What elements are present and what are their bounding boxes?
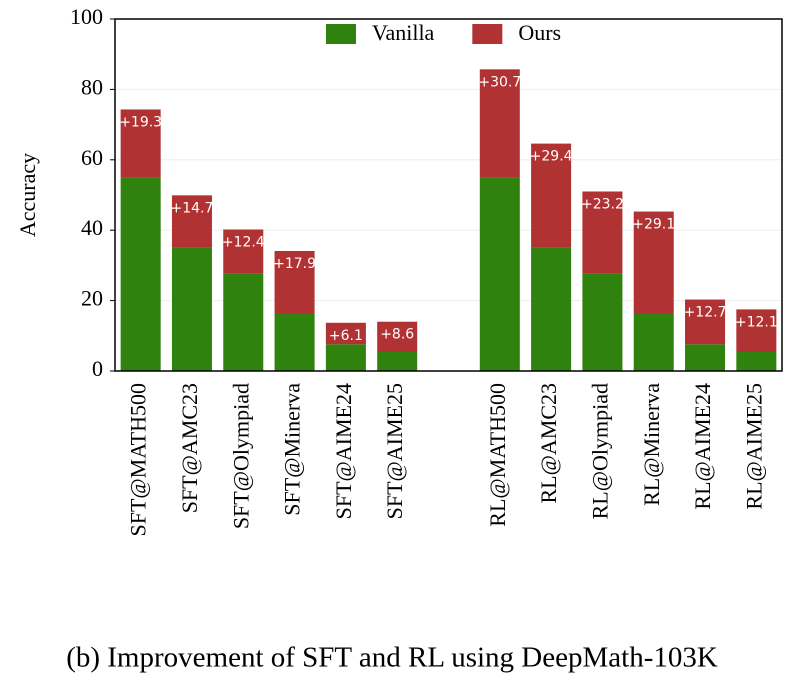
x-tick-label: RL@MATH500 [485, 383, 510, 527]
y-tick-label: 100 [70, 4, 103, 29]
x-tick-label: RL@AMC23 [536, 383, 561, 504]
data-label: +29.1 [632, 217, 675, 233]
data-label: +29.4 [530, 149, 573, 165]
data-label: +30.7 [478, 74, 521, 90]
bar-segment [171, 195, 212, 248]
legend-swatch [326, 24, 356, 44]
legend-label: Ours [518, 20, 561, 45]
bar-segment [274, 313, 315, 371]
bar-segment [377, 351, 418, 371]
x-tick-label: SFT@Olympiad [228, 383, 253, 529]
y-tick-label: 20 [81, 286, 103, 311]
bar-segment [120, 177, 161, 371]
y-tick-label: 80 [81, 74, 103, 99]
bar-segment [120, 109, 161, 178]
y-tick-label: 0 [92, 356, 103, 381]
bar-segment [531, 247, 572, 371]
x-tick-label: RL@AIME24 [690, 383, 715, 510]
bar-segment [582, 191, 623, 274]
data-label: +8.6 [380, 327, 414, 343]
bar-segment [377, 321, 418, 352]
bar-segment [325, 344, 366, 371]
data-label: +12.7 [684, 305, 727, 321]
bar-segment [736, 351, 777, 371]
y-tick-label: 40 [81, 215, 103, 240]
bar-segment [582, 273, 623, 371]
bar-segment [274, 250, 315, 314]
legend-label: Vanilla [372, 20, 435, 45]
bar-segment [325, 322, 366, 345]
x-tick-label: RL@Olympiad [587, 383, 612, 519]
x-tick-label: SFT@AIME25 [382, 383, 407, 519]
bar-segment [736, 309, 777, 352]
bar-segment [223, 229, 264, 274]
legend-swatch [472, 24, 503, 44]
data-label: +12.1 [735, 314, 778, 330]
bar-segment [531, 143, 572, 248]
data-label: +6.1 [329, 328, 363, 344]
x-tick-label: SFT@Minerva [280, 383, 305, 516]
x-tick-label: SFT@AIME24 [331, 383, 356, 519]
data-label: +19.3 [119, 114, 162, 130]
data-label: +12.4 [222, 234, 265, 250]
bar-segment [479, 177, 520, 371]
x-tick-label: SFT@MATH500 [126, 383, 151, 537]
data-label: +14.7 [171, 200, 214, 216]
plot-frame [114, 18, 783, 372]
x-tick-label: SFT@AMC23 [177, 383, 202, 513]
bar-segment [633, 211, 674, 314]
caption: (b) Improvement of SFT and RL using Deep… [66, 642, 718, 674]
y-axis-label: Accuracy [15, 153, 40, 237]
bar-segment [223, 273, 264, 371]
bar-segment [685, 344, 726, 371]
x-tick-label: RL@Minerva [639, 383, 664, 506]
bar-segment [633, 313, 674, 371]
data-label: +23.2 [581, 196, 624, 212]
bar-segment [685, 299, 726, 345]
y-tick-label: 60 [81, 145, 103, 170]
bar-segment [479, 69, 520, 178]
data-label: +17.9 [273, 256, 316, 272]
x-tick-label: RL@AIME25 [741, 383, 766, 510]
bar-segment [171, 247, 212, 371]
